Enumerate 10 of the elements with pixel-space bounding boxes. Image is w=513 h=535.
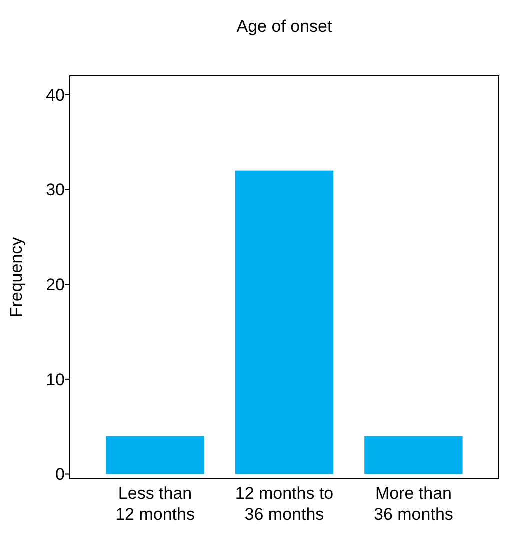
- y-tick-label: 30: [46, 180, 65, 200]
- x-tick-label: 12 months to 36 months: [235, 484, 334, 524]
- y-tick-label: 20: [46, 276, 65, 295]
- y-axis-title: Frequency: [7, 236, 26, 318]
- x-tick-label: More than 36 months: [374, 484, 454, 524]
- y-tick-label: 40: [46, 86, 65, 105]
- y-tick-label: 10: [46, 370, 65, 390]
- x-tick-label: Less than 12 months: [116, 484, 195, 524]
- chart-title: Age of onset: [236, 17, 332, 36]
- y-tick-label: 0: [56, 465, 65, 484]
